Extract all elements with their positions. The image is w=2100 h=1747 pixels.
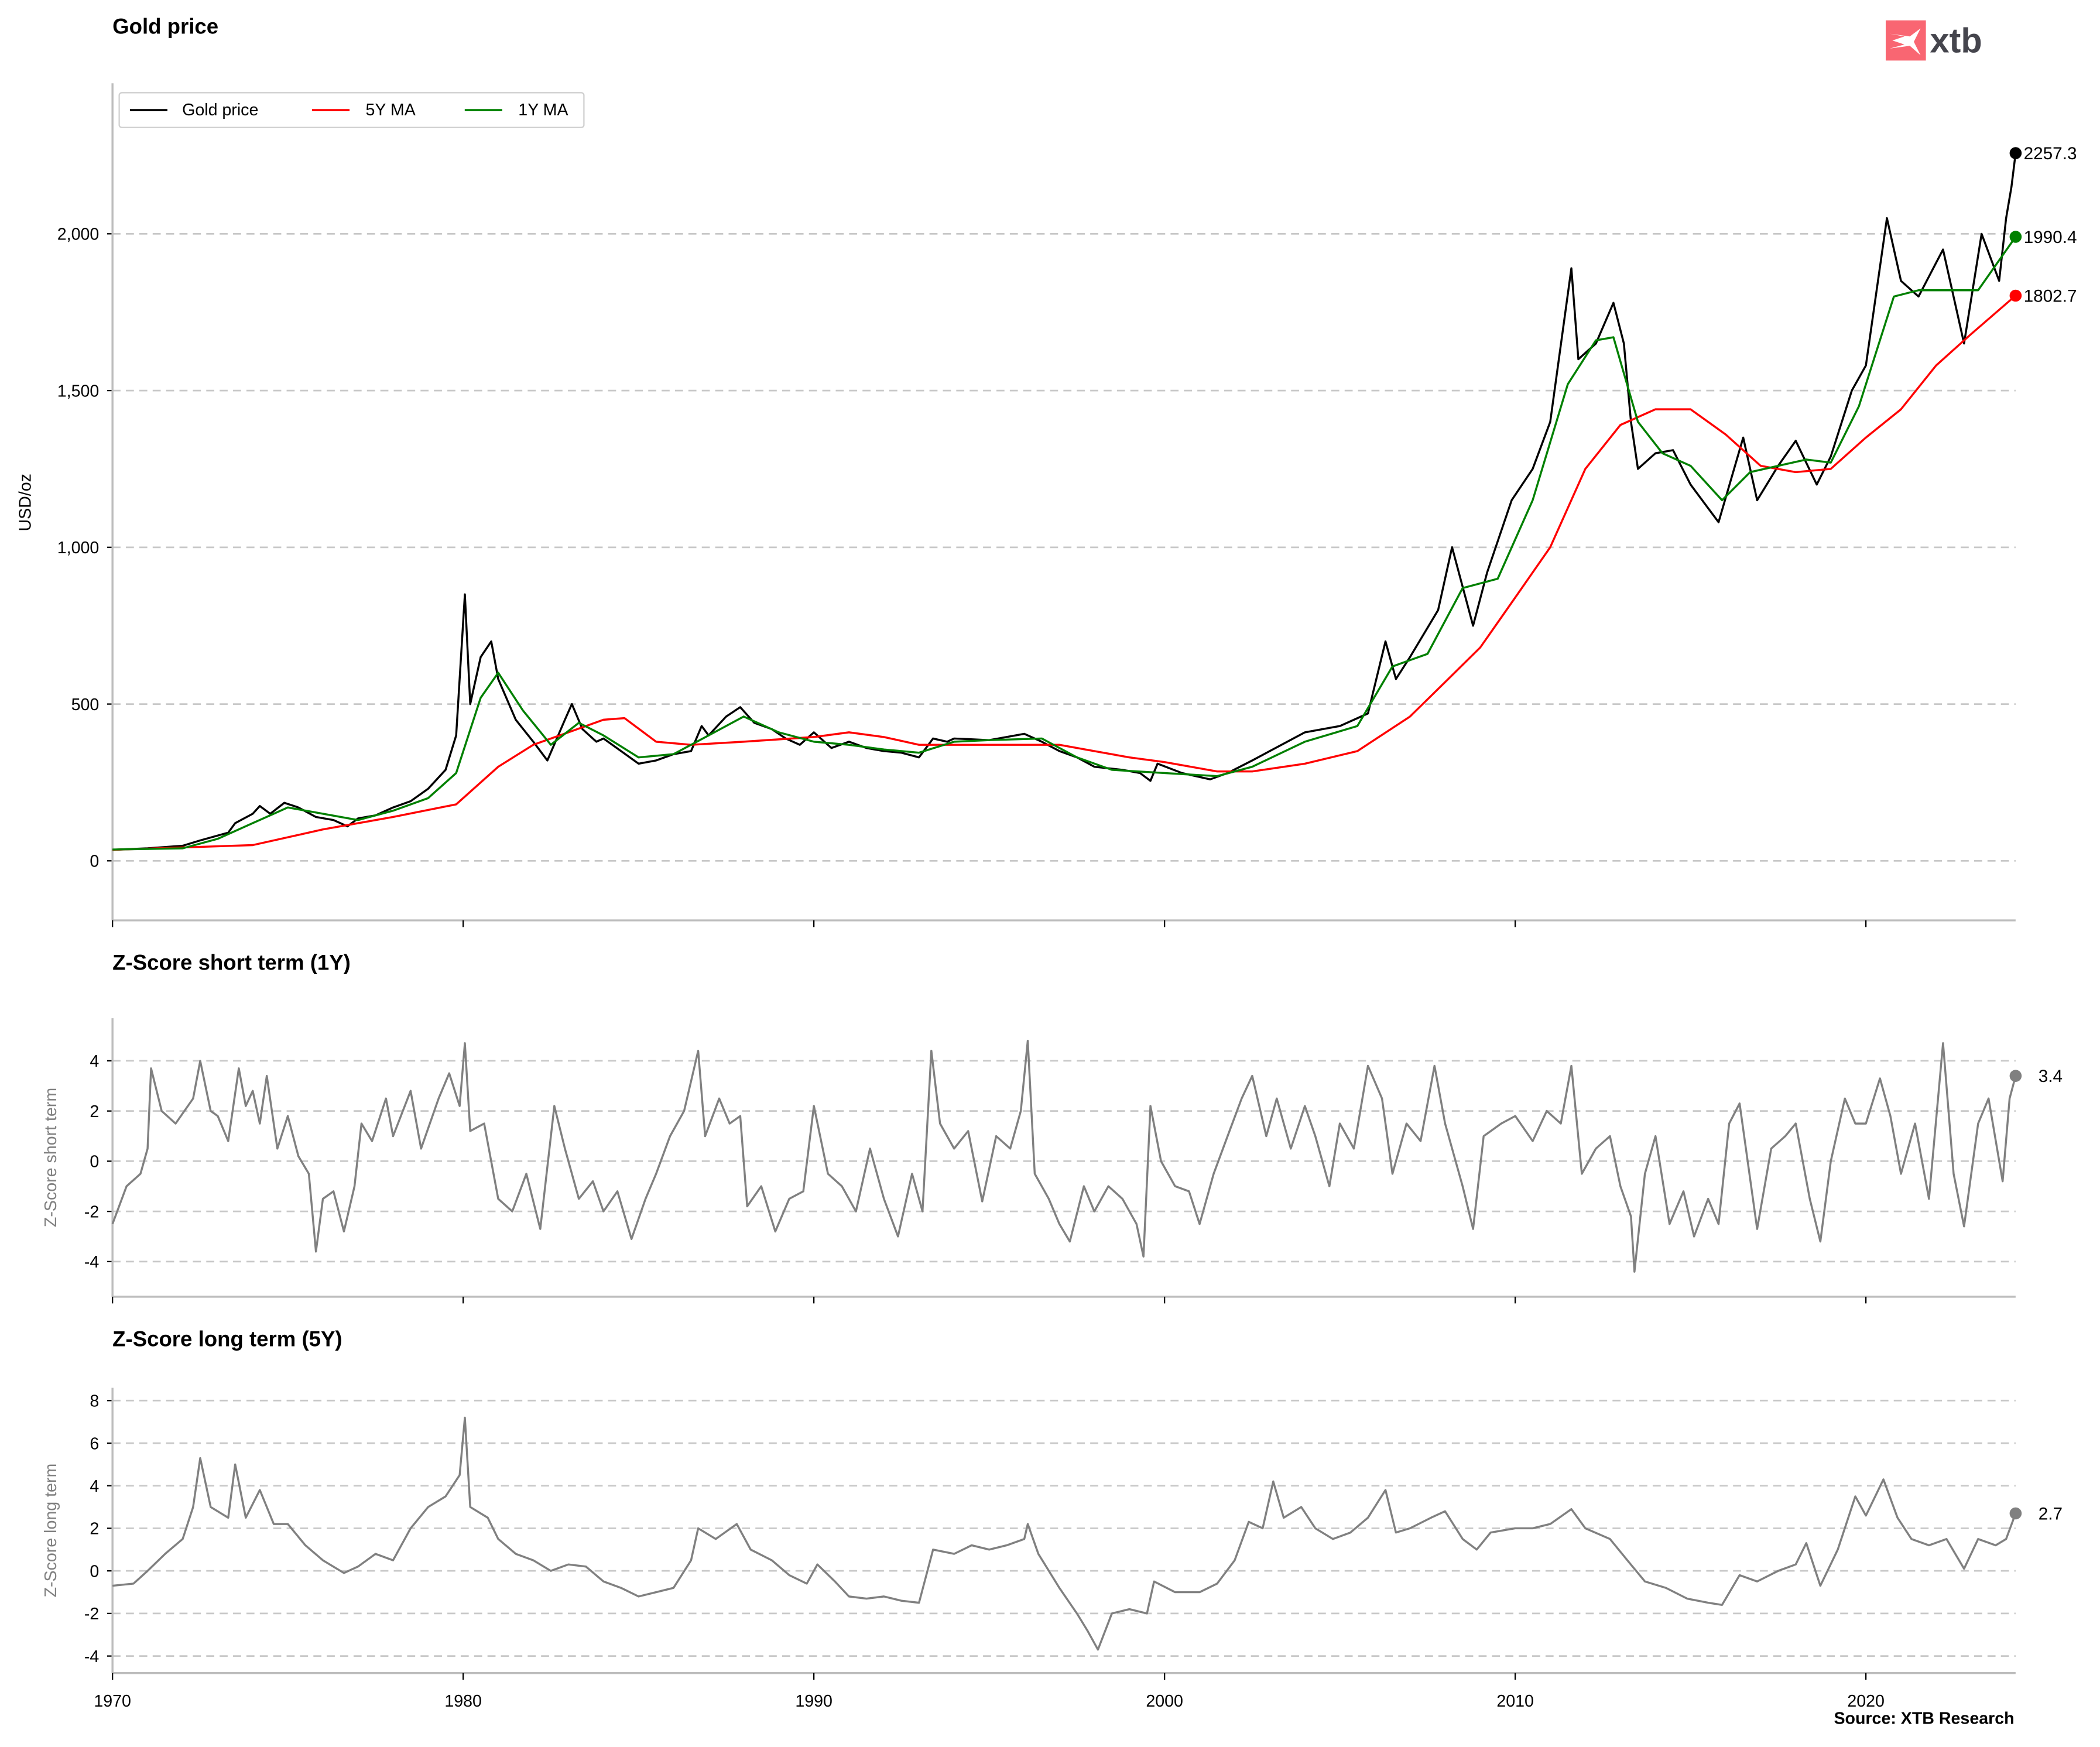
gold-price-last-value-label: 1802.7 (2024, 286, 2077, 306)
y-tick-label: -4 (84, 1647, 100, 1666)
x-tick-label: 1970 (94, 1692, 131, 1711)
xtb-logo: xtb (1885, 20, 1982, 61)
z-score-long-panel: Z-Score long term (5Y) -4 -2 0 2 4 6 8 1970 1980 1… (42, 1327, 2063, 1711)
y-tick-label: 500 (71, 696, 100, 714)
z-score-short-last-point-marker (2009, 1070, 2022, 1082)
y-tick-label: 1,000 (57, 539, 100, 557)
y-tick-label: 0 (90, 1562, 99, 1581)
y-tick-label: 4 (90, 1052, 99, 1071)
y-tick-label: 2 (90, 1102, 99, 1121)
z-score-long-series-line-z (112, 1416, 2017, 1651)
legend-label-1y-ma: 1Y MA (518, 101, 568, 119)
y-tick-label: 2,000 (57, 225, 100, 244)
z-score-long-last-point-marker (2009, 1507, 2022, 1520)
z-score-short-y-axis-label: Z-Score short term (42, 1088, 60, 1227)
y-tick-label: 0 (90, 1153, 99, 1171)
legend: Gold price 5Y MA 1Y MA (118, 92, 585, 128)
y-tick-label: 1,500 (57, 382, 100, 400)
gold-price-y-axis-label: USD/oz (16, 474, 35, 531)
y-tick-label: -4 (84, 1253, 100, 1272)
x-tick-label: 2000 (1146, 1692, 1183, 1711)
x-tick-label: 1990 (795, 1692, 833, 1711)
gold-price-series-line-5y-ma (112, 294, 2017, 851)
y-tick-label: 4 (90, 1477, 99, 1496)
z-score-short-title: Z-Score short term (1Y) (112, 951, 351, 975)
z-score-short-series-line-z (111, 1040, 2017, 1273)
y-tick-label: 6 (90, 1434, 99, 1453)
x-tick-label: 2010 (1496, 1692, 1534, 1711)
y-tick-label: 0 (90, 852, 99, 871)
x-tick-label: 1980 (444, 1692, 482, 1711)
z-score-short-panel: Z-Score short term (1Y) -4 -2 0 2 4 Z-Score sh… (42, 951, 2063, 1304)
z-score-long-y-axis-label: Z-Score long term (42, 1464, 60, 1598)
legend-label-gold: Gold price (182, 101, 258, 119)
z-score-long-title: Z-Score long term (5Y) (112, 1327, 342, 1351)
legend-box (118, 92, 585, 128)
gold-price-last-point-marker (2009, 147, 2022, 159)
gold-price-panel: Gold price 0 500 1,000 1,500 2,000 USD/oz 2257.… (16, 15, 2077, 927)
gold-price-last-point-marker (2009, 289, 2022, 302)
gold-price-last-value-label: 2257.3 (2024, 144, 2077, 163)
gold-price-last-point-marker (2009, 231, 2022, 243)
y-tick-label: 8 (90, 1392, 99, 1411)
y-tick-label: -2 (84, 1605, 99, 1623)
source-note: Source: XTB Research (1834, 1710, 2014, 1728)
gold-price-series-line-1y-ma (112, 236, 2017, 851)
logo-x-icon (1889, 28, 1921, 56)
logo-text: xtb (1930, 21, 1982, 60)
z-score-short-last-value-label: 3.4 (2039, 1067, 2063, 1086)
gold-price-last-value-label: 1990.4 (2024, 228, 2077, 247)
y-tick-label: -2 (84, 1203, 99, 1221)
y-tick-label: 2 (90, 1520, 99, 1539)
z-score-long-last-value-label: 2.7 (2039, 1504, 2063, 1523)
gold-price-series-line-gold-price (112, 153, 2017, 851)
x-tick-label: 2020 (1847, 1692, 1885, 1711)
legend-label-5y-ma: 5Y MA (366, 101, 416, 119)
gold-price-title: Gold price (112, 15, 218, 39)
